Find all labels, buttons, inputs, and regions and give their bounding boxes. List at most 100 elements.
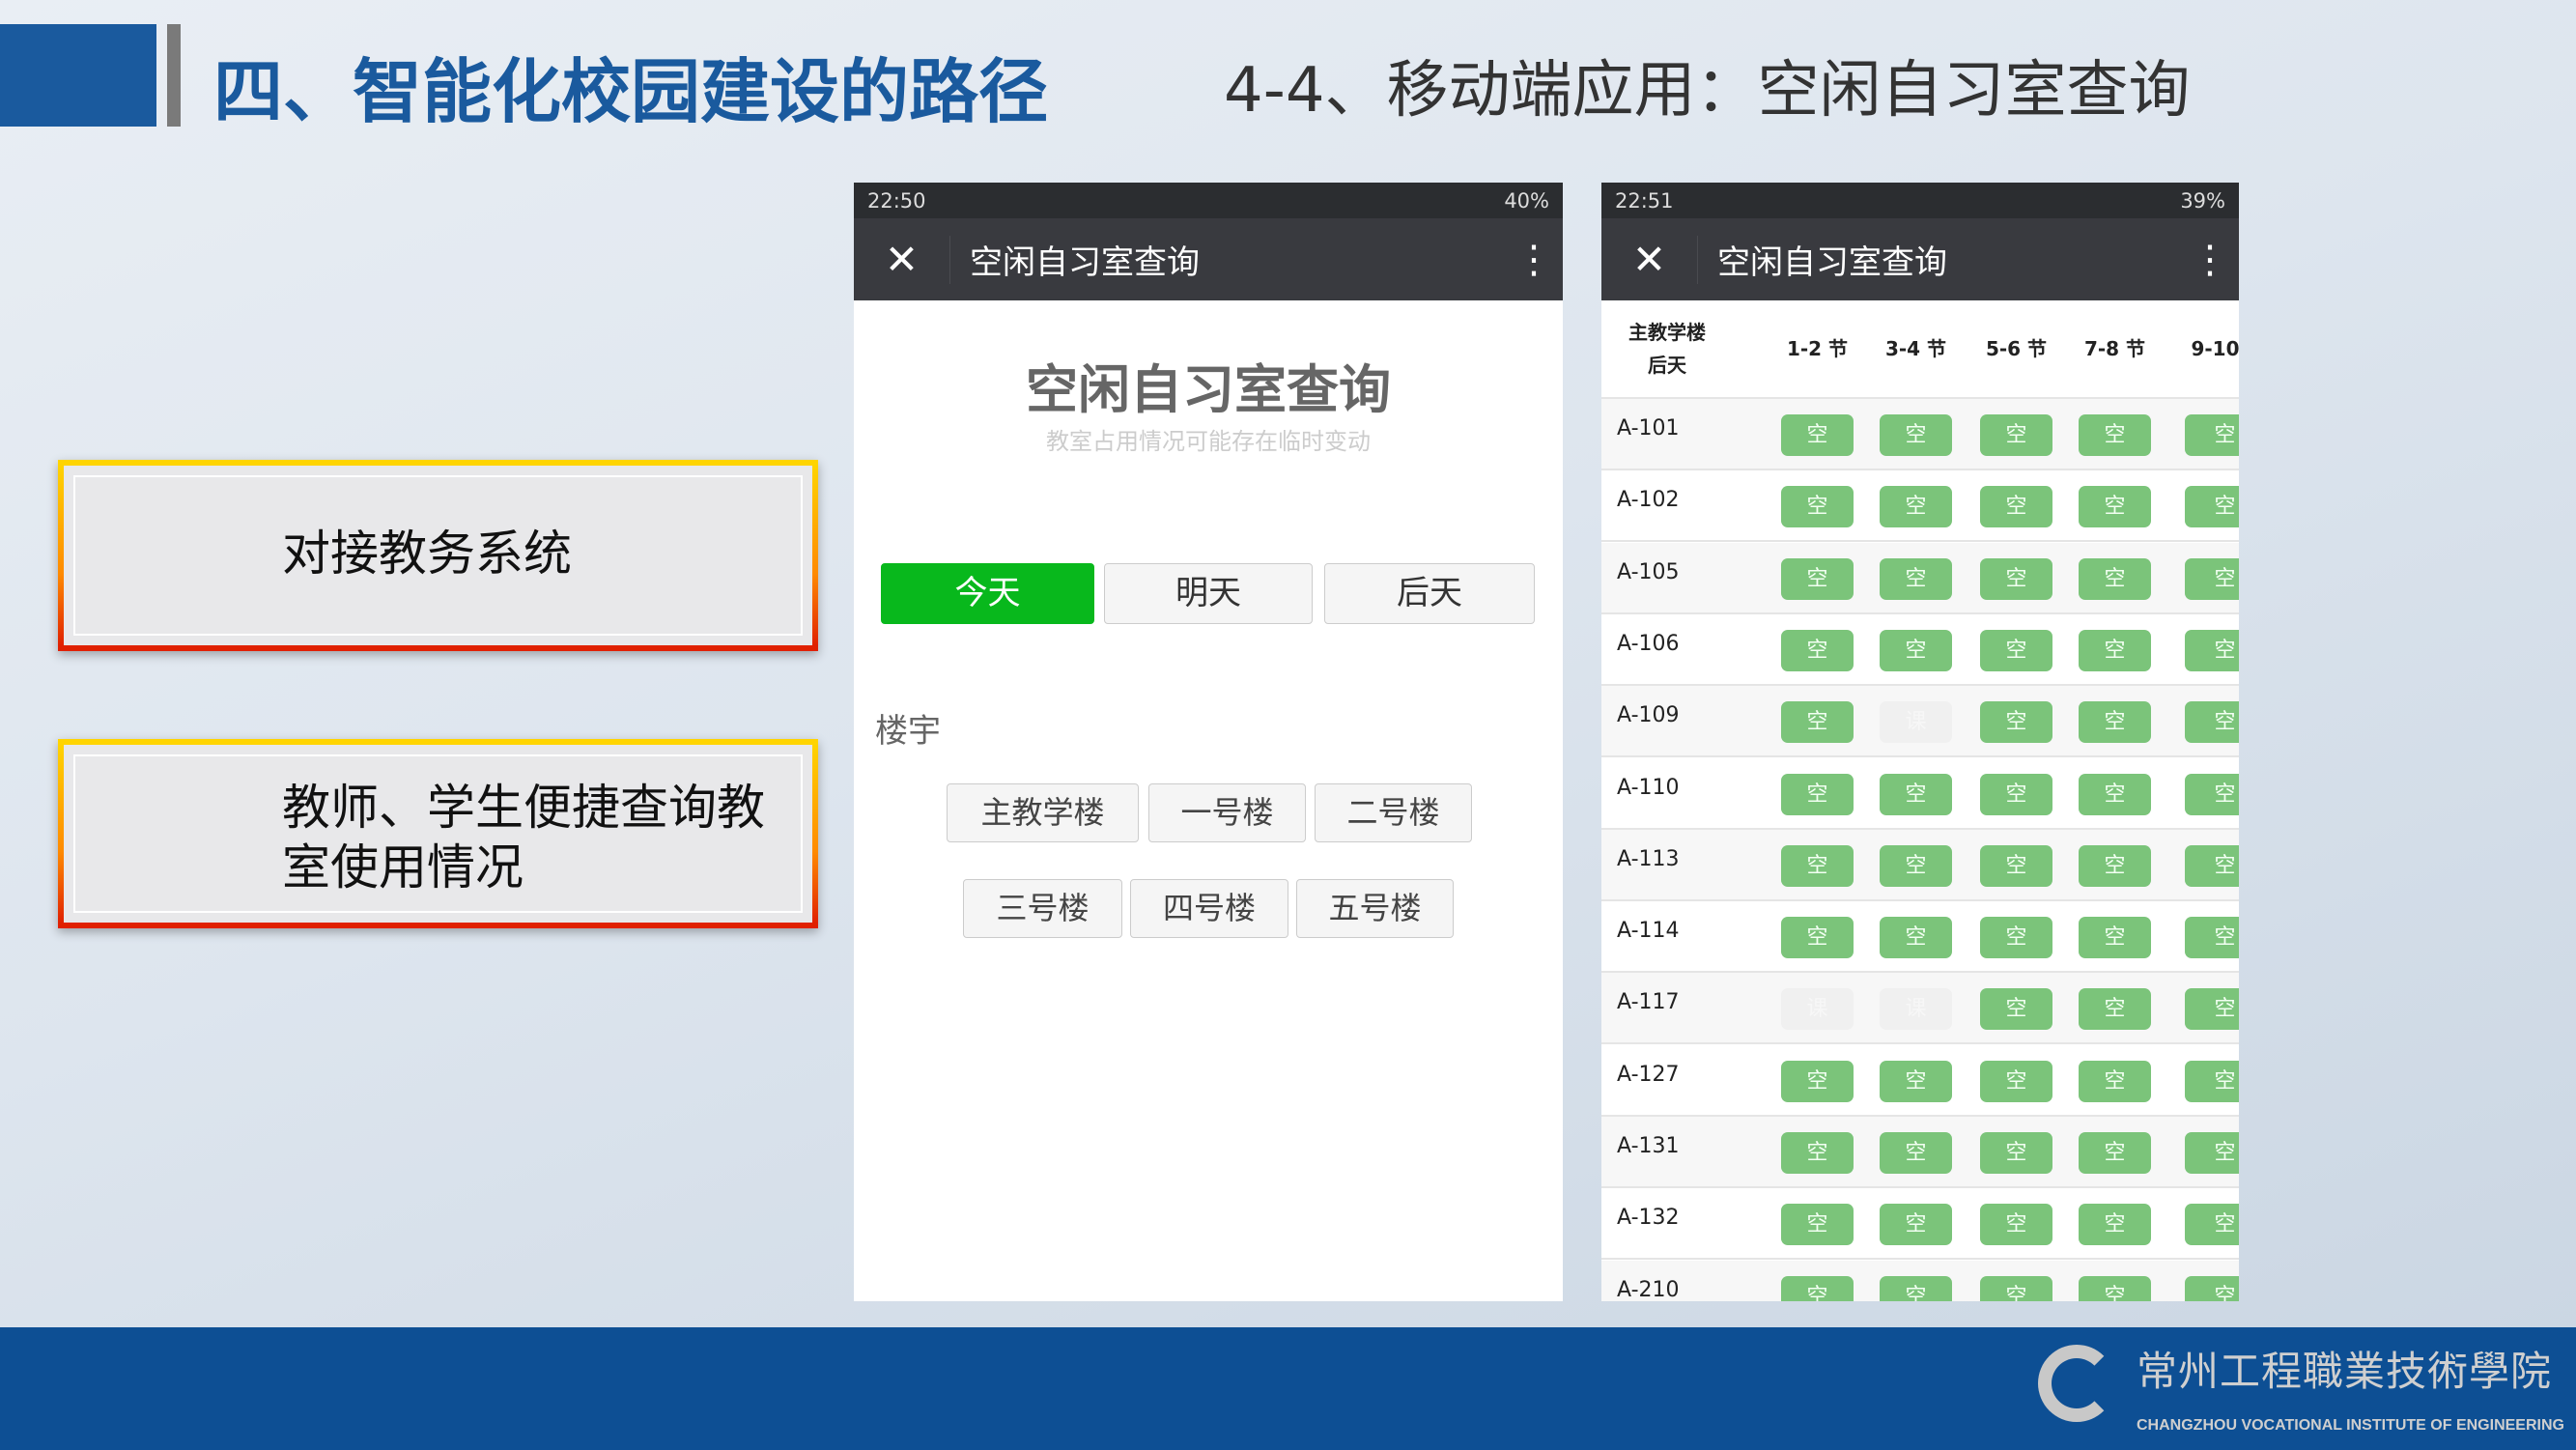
- free-cell[interactable]: 空: [1980, 701, 2052, 744]
- free-cell[interactable]: 空: [2185, 414, 2239, 456]
- close-icon[interactable]: ✕: [854, 235, 950, 284]
- table-row: A-131 空空空空空: [1601, 1117, 2239, 1188]
- header-divider: [167, 24, 181, 127]
- free-cell[interactable]: 空: [1980, 1060, 2052, 1102]
- building-button[interactable]: 五号楼: [1296, 879, 1454, 938]
- day-today-button[interactable]: 今天: [881, 563, 1094, 624]
- building-button[interactable]: 三号楼: [963, 879, 1122, 938]
- free-cell[interactable]: 空: [2185, 1204, 2239, 1246]
- free-cell[interactable]: 空: [2185, 486, 2239, 528]
- free-cell[interactable]: 空: [2185, 844, 2239, 887]
- free-cell[interactable]: 空: [1880, 1132, 1952, 1174]
- free-cell[interactable]: 空: [1781, 917, 1854, 959]
- free-cell[interactable]: 空: [1781, 1132, 1854, 1174]
- free-cell[interactable]: 空: [1781, 414, 1854, 456]
- free-cell[interactable]: 空: [2079, 1132, 2151, 1174]
- free-cell[interactable]: 空: [1880, 557, 1952, 600]
- free-cell[interactable]: 空: [2079, 773, 2151, 815]
- free-cell[interactable]: 空: [2079, 557, 2151, 600]
- status-time: 22:50: [867, 189, 926, 213]
- free-cell[interactable]: 空: [1980, 557, 2052, 600]
- free-cell[interactable]: 空: [2185, 773, 2239, 815]
- free-cell[interactable]: 空: [1980, 1132, 2052, 1174]
- free-cell[interactable]: 空: [2079, 486, 2151, 528]
- free-cell[interactable]: 空: [2079, 701, 2151, 744]
- free-cell[interactable]: 空: [1781, 486, 1854, 528]
- header-building: 主教学楼: [1628, 321, 1706, 344]
- day-after-tomorrow-button[interactable]: 后天: [1324, 563, 1535, 624]
- free-cell[interactable]: 空: [1781, 773, 1854, 815]
- more-vertical-icon[interactable]: ⋮: [1514, 237, 1553, 282]
- free-cell[interactable]: 空: [1880, 917, 1952, 959]
- free-cell[interactable]: 空: [2079, 917, 2151, 959]
- free-cell[interactable]: 空: [1980, 414, 2052, 456]
- free-cell[interactable]: 空: [1880, 414, 1952, 456]
- free-cell[interactable]: 空: [1781, 1275, 1854, 1301]
- free-cell[interactable]: 空: [2079, 988, 2151, 1031]
- table-row: A-132 空空空空空: [1601, 1188, 2239, 1261]
- free-cell[interactable]: 空: [1781, 629, 1854, 671]
- free-cell[interactable]: 空: [1880, 1204, 1952, 1246]
- point-box-1: 对接教务系统: [58, 460, 818, 651]
- free-cell[interactable]: 空: [2079, 414, 2151, 456]
- free-cell[interactable]: 空: [1781, 557, 1854, 600]
- status-battery: 39%: [2180, 189, 2225, 213]
- free-cell[interactable]: 空: [1980, 1204, 2052, 1246]
- status-time: 22:51: [1615, 189, 1674, 213]
- free-cell[interactable]: 空: [2185, 1275, 2239, 1301]
- building-button[interactable]: 四号楼: [1130, 879, 1288, 938]
- header-blue-block: [0, 24, 156, 127]
- table-row: A-109 空课空空空: [1601, 686, 2239, 758]
- free-cell[interactable]: 空: [1880, 486, 1952, 528]
- more-vertical-icon[interactable]: ⋮: [2191, 237, 2229, 282]
- school-name-cn: 常州工程職業技術學院: [2137, 1348, 2553, 1395]
- free-cell[interactable]: 空: [1880, 844, 1952, 887]
- free-cell[interactable]: 空: [2185, 1060, 2239, 1102]
- free-cell[interactable]: 空: [1880, 1275, 1952, 1301]
- free-cell[interactable]: 空: [1880, 629, 1952, 671]
- free-cell[interactable]: 空: [2079, 629, 2151, 671]
- free-cell[interactable]: 空: [1980, 917, 2052, 959]
- free-cell[interactable]: 空: [2079, 1275, 2151, 1301]
- free-cell[interactable]: 空: [1781, 844, 1854, 887]
- free-cell[interactable]: 空: [1781, 701, 1854, 744]
- building-button[interactable]: 一号楼: [1148, 783, 1306, 842]
- free-cell[interactable]: 空: [1980, 486, 2052, 528]
- free-cell[interactable]: 空: [2185, 1132, 2239, 1174]
- free-cell[interactable]: 空: [1880, 773, 1952, 815]
- free-cell[interactable]: 空: [2185, 988, 2239, 1031]
- free-cell[interactable]: 空: [2079, 844, 2151, 887]
- room-label: A-117: [1617, 990, 1680, 1015]
- table-row: A-210 空空空空空: [1601, 1260, 2239, 1301]
- free-cell[interactable]: 空: [1781, 1060, 1854, 1102]
- point-text: 教师、学生便捷查询教室使用情况: [282, 780, 765, 896]
- free-cell[interactable]: 空: [1980, 1275, 2052, 1301]
- free-cell[interactable]: 空: [2079, 1060, 2151, 1102]
- occupied-cell[interactable]: 课: [1880, 988, 1952, 1031]
- occupied-cell[interactable]: 课: [1880, 701, 1952, 744]
- free-cell[interactable]: 空: [1980, 844, 2052, 887]
- page-heading: 空闲自习室查询: [1026, 359, 1391, 420]
- day-tomorrow-button[interactable]: 明天: [1104, 563, 1313, 624]
- building-button[interactable]: 二号楼: [1315, 783, 1472, 842]
- free-cell[interactable]: 空: [2079, 1204, 2151, 1246]
- free-cell[interactable]: 空: [1980, 773, 2052, 815]
- room-label: A-113: [1617, 846, 1680, 871]
- table-row: A-106 空空空空空: [1601, 614, 2239, 686]
- free-cell[interactable]: 空: [1880, 1060, 1952, 1102]
- free-cell[interactable]: 空: [2185, 557, 2239, 600]
- table-row: A-114 空空空空空: [1601, 901, 2239, 974]
- room-label: A-110: [1617, 775, 1680, 800]
- free-cell[interactable]: 空: [2185, 917, 2239, 959]
- free-cell[interactable]: 空: [2185, 701, 2239, 744]
- room-label: A-101: [1617, 416, 1680, 441]
- table-row: A-102 空空空空空: [1601, 470, 2239, 543]
- free-cell[interactable]: 空: [1781, 1204, 1854, 1246]
- free-cell[interactable]: 空: [1980, 629, 2052, 671]
- building-button[interactable]: 主教学楼: [947, 783, 1139, 842]
- page-note: 教室占用情况可能存在临时变动: [1046, 428, 1371, 455]
- occupied-cell[interactable]: 课: [1781, 988, 1854, 1031]
- free-cell[interactable]: 空: [2185, 629, 2239, 671]
- free-cell[interactable]: 空: [1980, 988, 2052, 1031]
- close-icon[interactable]: ✕: [1601, 235, 1698, 284]
